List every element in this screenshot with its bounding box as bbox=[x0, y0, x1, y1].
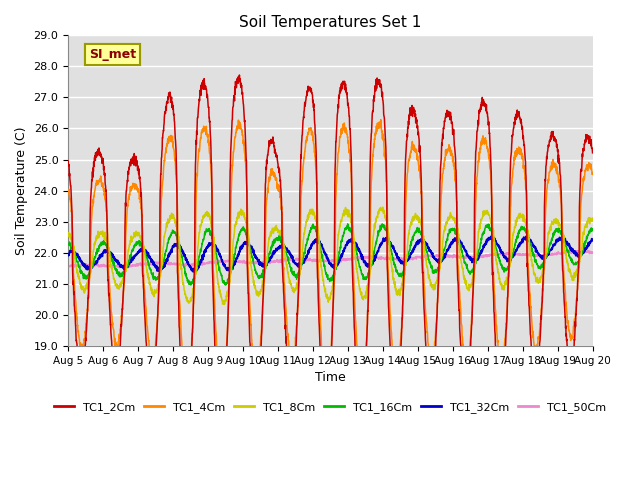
Title: Soil Temperatures Set 1: Soil Temperatures Set 1 bbox=[239, 15, 422, 30]
Y-axis label: Soil Temperature (C): Soil Temperature (C) bbox=[15, 126, 28, 255]
X-axis label: Time: Time bbox=[315, 371, 346, 384]
Text: SI_met: SI_met bbox=[89, 48, 136, 61]
Text: SI_met: SI_met bbox=[89, 48, 136, 61]
Legend: TC1_2Cm, TC1_4Cm, TC1_8Cm, TC1_16Cm, TC1_32Cm, TC1_50Cm: TC1_2Cm, TC1_4Cm, TC1_8Cm, TC1_16Cm, TC1… bbox=[50, 398, 611, 418]
